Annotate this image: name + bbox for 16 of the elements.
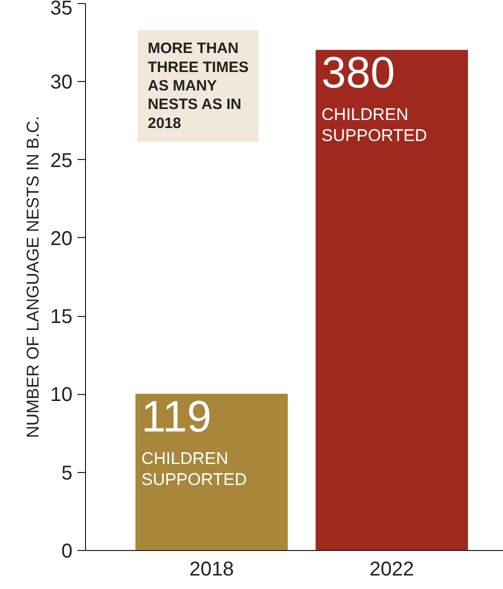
y-tick-label: 30: [50, 72, 73, 94]
x-tick-label: 2022: [370, 558, 414, 580]
annotation: MORE THAN THREE TIMES AS MANY NESTS AS IN 2018: [148, 40, 249, 132]
y-tick-label: 35: [50, 0, 73, 20]
y-tick-label: 20: [50, 228, 73, 250]
y-axis-title: NUMBER OF LANGUAGE NESTS IN B.C.: [23, 116, 42, 438]
x-tick-label: 2018: [189, 558, 234, 580]
annotation: 119: [141, 392, 212, 442]
annotation: CHILDREN SUPPORTED: [141, 448, 247, 489]
annotation: CHILDREN SUPPORTED: [322, 105, 428, 145]
y-tick-label: 25: [50, 150, 73, 172]
y-tick-label: 15: [50, 306, 73, 328]
y-tick-label: 5: [61, 462, 72, 484]
y-tick-label: 0: [61, 540, 72, 562]
y-tick-label: 10: [50, 384, 73, 406]
annotation: 380: [322, 48, 395, 98]
